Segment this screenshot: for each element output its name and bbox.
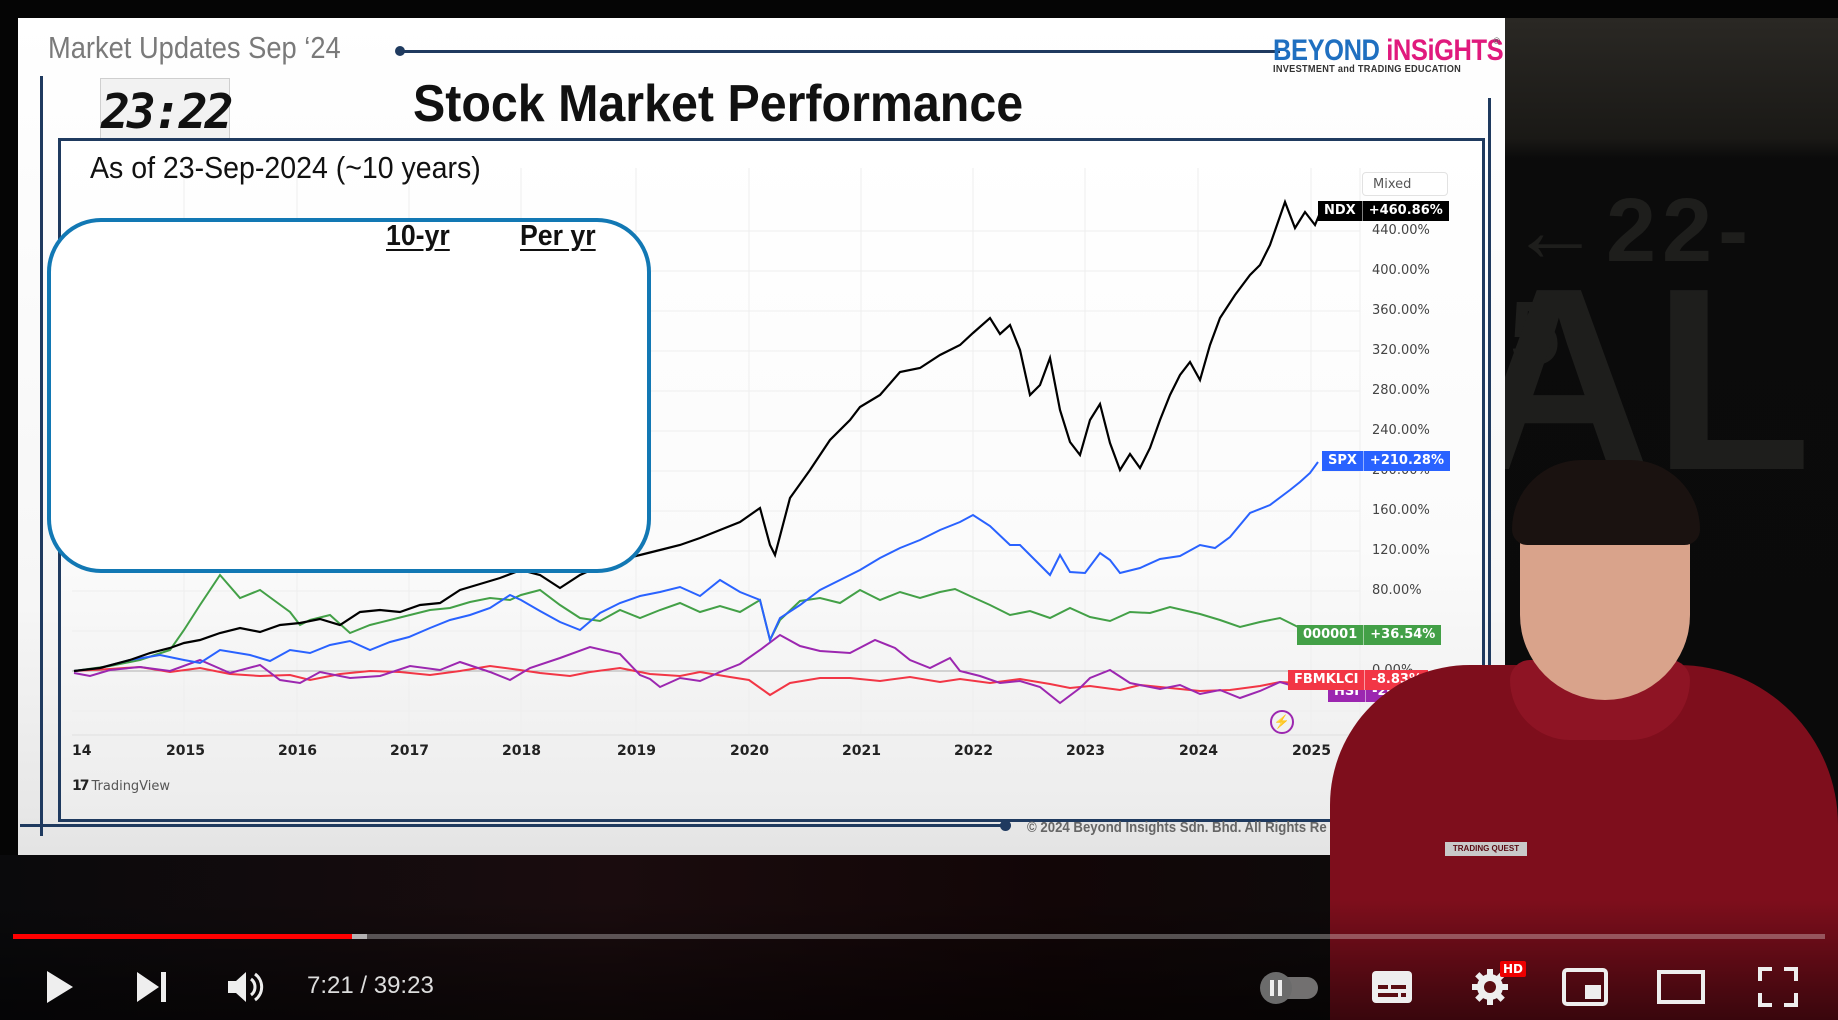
series-fbmklci [73,664,1319,697]
subtitles-button[interactable] [1368,965,1416,1009]
progress-bar[interactable] [13,934,1825,939]
volume-icon [228,972,264,1002]
header-rule [400,50,1280,53]
autoplay-toggle[interactable] [1255,965,1320,1009]
x-tick: 14 [72,743,92,759]
x-tick: 2017 [390,743,429,759]
x-tick: 2022 [954,743,993,759]
settings-button[interactable] [1466,965,1514,1009]
current-time: 7:21 [307,972,354,999]
returns-overlay-box [47,218,651,573]
y-tick: 160.00% [1372,503,1430,518]
brand-logo: BEYOND iNSiGHTS INVESTMENT and TRADING E… [1273,34,1504,75]
slide-title: Stock Market Performance [413,75,1024,133]
duration: 39:23 [373,972,434,999]
series-tag-000001: 000001 +36.54% [1297,625,1442,645]
player-controls-gradient [0,900,1838,1020]
countdown-timer: 23:22 [100,78,234,146]
column-header-per-yr: Per yr [520,220,596,252]
x-tick: 2023 [1066,743,1105,759]
y-tick: 320.00% [1372,343,1430,358]
y-tick: 240.00% [1372,423,1430,438]
x-tick: 2020 [730,743,769,759]
progress-played[interactable] [13,934,352,939]
column-header-10yr: 10-yr [386,220,450,252]
x-tick: 2019 [617,743,656,759]
miniplayer-icon [1562,968,1608,1006]
series-tag-ndx: NDX +460.86% [1318,201,1449,221]
theater-mode-icon [1657,970,1705,1004]
footer-dot [1000,820,1011,831]
miniplayer-button[interactable] [1560,965,1610,1009]
y-tick: 280.00% [1372,383,1430,398]
footer-rule [20,824,1005,827]
autoplay-pause-icon [1259,972,1318,1004]
slide-left-rule [40,76,43,836]
next-button[interactable] [130,965,174,1009]
tradingview-logo: 17 TradingView [72,778,171,794]
fullscreen-icon [1758,967,1798,1007]
theater-mode-button[interactable] [1655,965,1707,1009]
play-icon [47,971,73,1003]
gear-icon [1472,969,1508,1005]
series-spx [73,461,1319,672]
scale-mode-button[interactable]: Mixed [1362,172,1448,196]
as-of-label: As of 23-Sep-2024 (~10 years) [90,150,481,185]
y-tick: 360.00% [1372,303,1430,318]
x-tick: 2015 [166,743,205,759]
x-tick: 2025 [1292,743,1331,759]
subtitles-icon [1372,971,1412,1003]
time-display: 7:21 / 39:23 [307,972,434,999]
slide-header: Market Updates Sep ‘24 [48,30,341,65]
series-hsi [73,633,1319,705]
x-tick: 2016 [278,743,317,759]
series-ndx [73,198,1324,673]
volume-button[interactable] [224,965,268,1009]
series-tag-spx: SPX +210.28% [1322,451,1451,471]
y-tick: 80.00% [1372,583,1422,598]
copyright-footer: © 2024 Beyond Insights Sdn. Bhd. All Rig… [1027,819,1327,836]
skip-next-icon [137,972,166,1002]
series-000001 [73,573,1319,672]
shirt-badge: TRADING QUEST [1445,842,1527,856]
y-tick: 120.00% [1372,543,1430,558]
y-tick: 400.00% [1372,263,1430,278]
play-button[interactable] [38,965,82,1009]
lightning-icon[interactable]: ⚡ [1270,710,1294,734]
x-tick: 2021 [842,743,881,759]
slide-right-rule [1488,98,1491,838]
fullscreen-button[interactable] [1756,965,1800,1009]
hd-badge: HD [1500,961,1527,977]
x-tick: 2024 [1179,743,1218,759]
y-tick: 440.00% [1372,223,1430,238]
x-tick: 2018 [502,743,541,759]
